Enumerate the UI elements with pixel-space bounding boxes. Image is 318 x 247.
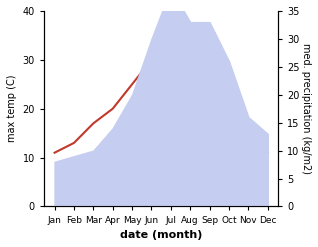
X-axis label: date (month): date (month) xyxy=(120,230,202,240)
Y-axis label: med. precipitation (kg/m2): med. precipitation (kg/m2) xyxy=(301,43,311,174)
Y-axis label: max temp (C): max temp (C) xyxy=(7,75,17,143)
